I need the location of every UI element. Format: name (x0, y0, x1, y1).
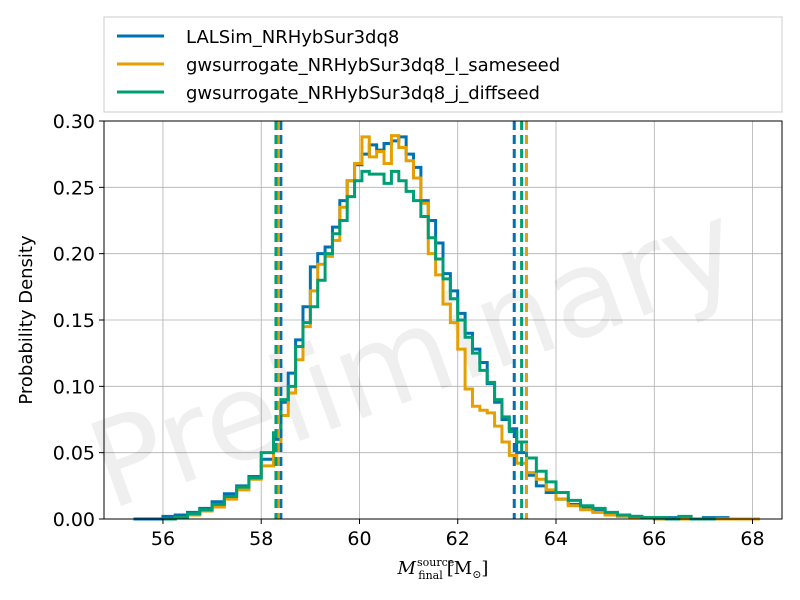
x-axis-symbol: M (397, 558, 417, 579)
legend-label-2: gwsurrogate_NRHybSur3dq8_l_sameseed (186, 55, 560, 76)
x-axis-ticks: 56 58 60 62 64 66 68 (151, 519, 765, 550)
x-tick-label: 58 (249, 528, 273, 550)
x-tick-label: 68 (740, 528, 764, 550)
y-axis-ticks: 0.00 0.05 0.10 0.15 0.20 0.25 0.30 (53, 111, 104, 531)
x-axis-title: Msource final [M⊙] (397, 556, 489, 582)
y-tick-label: 0.00 (53, 509, 95, 531)
legend-box (103, 16, 783, 113)
legend-label-1: LALSim_NRHybSur3dq8 (186, 27, 399, 48)
x-axis-unit-close: ] (481, 558, 488, 579)
quantile-lines (274, 121, 529, 519)
y-tick-label: 0.25 (53, 177, 95, 199)
x-tick-label: 64 (544, 528, 568, 550)
y-tick-label: 0.20 (53, 244, 95, 266)
x-tick-label: 66 (642, 528, 666, 550)
y-tick-label: 0.05 (53, 443, 95, 465)
x-tick-label: 56 (151, 528, 175, 550)
x-axis-unit-open: [M (447, 558, 472, 579)
x-axis-unit-sub: ⊙ (472, 568, 481, 581)
y-tick-label: 0.15 (53, 310, 95, 332)
y-axis-title: Probability Density (16, 235, 37, 405)
x-tick-label: 60 (347, 528, 371, 550)
y-tick-label: 0.10 (53, 376, 95, 398)
x-axis-subscript: final (418, 569, 443, 582)
x-tick-label: 62 (446, 528, 470, 550)
legend-label-3: gwsurrogate_NRHybSur3dq8_j_diffseed (186, 83, 540, 104)
legend: LALSim_NRHybSur3dq8 gwsurrogate_NRHybSur3… (103, 16, 783, 113)
x-axis-superscript: source (417, 556, 454, 569)
y-tick-label: 0.30 (53, 111, 95, 133)
